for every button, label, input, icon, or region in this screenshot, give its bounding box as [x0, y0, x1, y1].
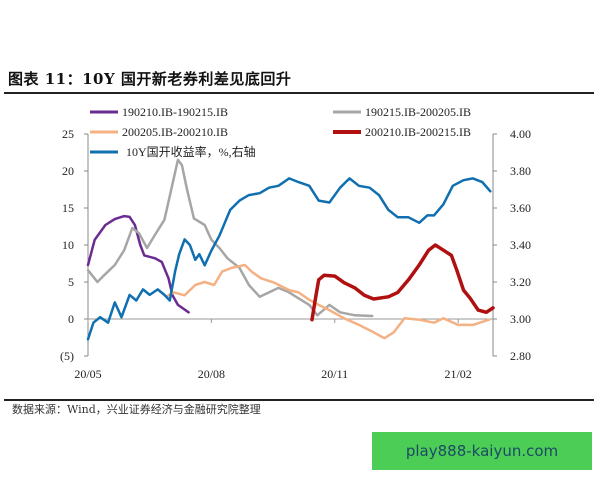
legend-label-4: 10Y国开收益率，%,右轴 [126, 144, 256, 159]
x-tick-label: 20/08 [198, 367, 225, 381]
chart-title: 图表 11：10Y 国开新老券利差见底回升 [8, 70, 292, 88]
axes: 25 20 15 10 5 0 (5) 4.00 3.80 3.60 3.40 3.20 3.00 2.8… [60, 127, 531, 381]
title-divider [4, 92, 594, 94]
left-tick-label: 20 [62, 164, 74, 178]
right-tick-label: 3.40 [510, 238, 531, 252]
chart: 25 20 15 10 5 0 (5) 4.00 3.80 3.60 3.40 3.20 3.00 2.8… [60, 105, 531, 381]
series-line-2 [165, 263, 491, 340]
left-tick-label: 10 [62, 238, 74, 252]
legend-label-3: 200210.IB-200215.IB [365, 125, 471, 139]
left-tick-label: 5 [68, 275, 74, 289]
series-line-3 [310, 243, 495, 322]
right-tick-label: 3.60 [510, 201, 531, 215]
legend: 190210.IB-190215.IB 190215.IB-200205.IB 20… [90, 105, 471, 159]
source-note: 数据来源：Wind，兴业证券经济与金融研究院整理 [12, 403, 261, 416]
x-tick-label: 20/11 [321, 367, 348, 381]
legend-label-0: 190210.IB-190215.IB [122, 105, 228, 119]
right-tick-label: 3.20 [510, 275, 531, 289]
watermark-banner: play888-kaiyun.com [372, 432, 592, 470]
series-lines [86, 158, 495, 341]
left-tick-label: 0 [68, 312, 74, 326]
x-tick-label: 21/02 [444, 367, 471, 381]
x-tick-label: 20/05 [74, 367, 101, 381]
left-tick-label: 15 [62, 201, 74, 215]
footer-divider [4, 399, 594, 401]
right-tick-label: 3.00 [510, 312, 531, 326]
legend-label-1: 190215.IB-200205.IB [365, 105, 471, 119]
left-tick-label: 25 [62, 127, 74, 141]
right-tick-label: 2.80 [510, 349, 531, 363]
right-tick-label: 3.80 [510, 164, 531, 178]
series-line-4 [86, 177, 492, 341]
legend-label-2: 200205.IB-200210.IB [122, 125, 228, 139]
left-tick-label: (5) [60, 349, 74, 363]
series-line-1 [86, 158, 374, 318]
right-tick-label: 4.00 [510, 127, 531, 141]
